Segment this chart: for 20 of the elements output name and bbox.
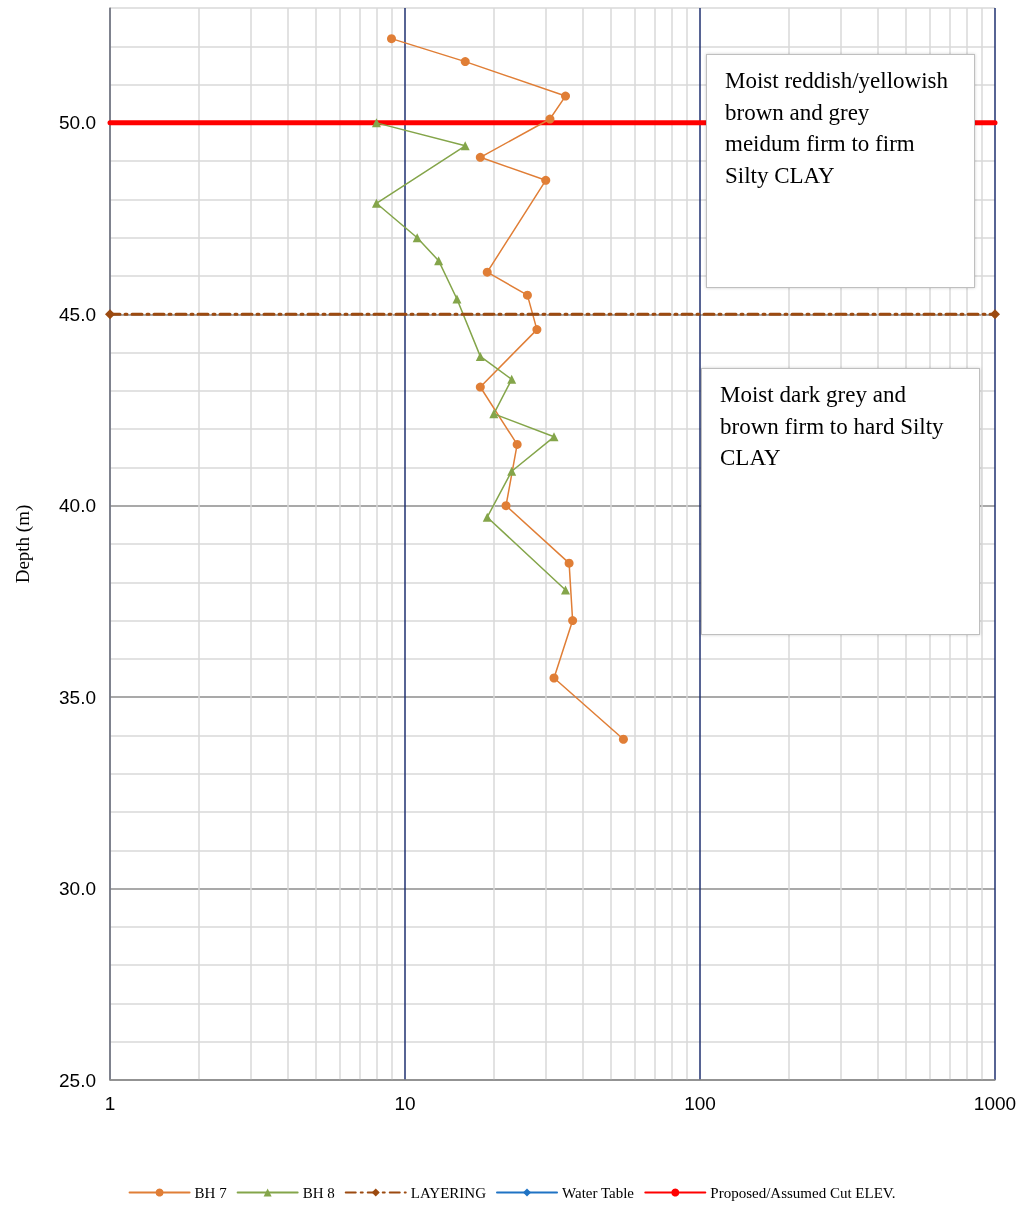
text-box: Moist reddish/yellowish brown and grey meidum firm to firm Silty CLAY	[706, 54, 975, 288]
legend-label: BH 7	[194, 1184, 228, 1201]
legend-label: BH 8	[302, 1184, 335, 1201]
x-tick-label: 100	[684, 1093, 716, 1114]
y-tick-label: 30.0	[59, 878, 96, 900]
legend-label: Water Table	[562, 1184, 635, 1201]
annotation: Moist reddish/yellowish brown and grey meidum firm to firm Silty CLAY	[725, 67, 949, 190]
legend-label: Proposed/Assumed Cut ELEV.	[710, 1184, 896, 1201]
y-tick-label: 45.0	[59, 303, 96, 325]
y-tick-label: 25.0	[59, 1069, 96, 1091]
y-tick-label: 50.0	[59, 112, 96, 134]
y-tick-label: 35.0	[59, 686, 96, 708]
x-tick-label: 1000	[973, 1093, 1017, 1114]
x-tick-label: 1	[104, 1093, 116, 1114]
x-tick-label: 10	[394, 1093, 416, 1114]
legend-label: LAYERING	[410, 1184, 487, 1201]
text-box: Moist dark grey and brown firm to hard Silty CLAY	[701, 368, 980, 635]
y-tick-label: 40.0	[59, 495, 96, 517]
y-axis-title: Depth (m)	[12, 504, 34, 584]
annotation: Moist dark grey and brown firm to hard Silty CLAY	[720, 381, 945, 472]
